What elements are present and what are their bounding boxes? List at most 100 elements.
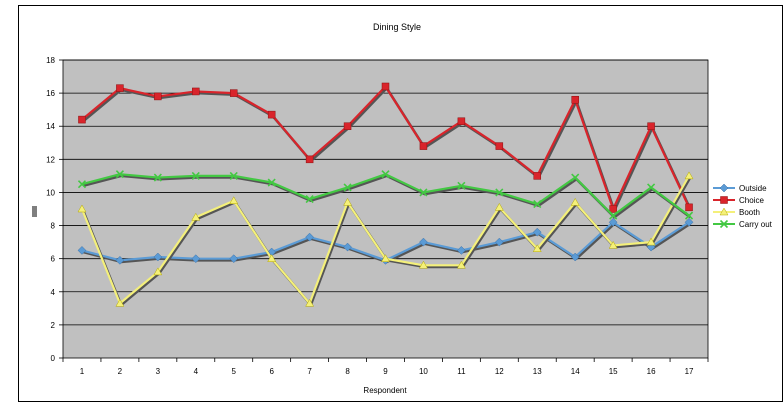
data-point-choice — [381, 82, 390, 91]
x-tick-label: 12 — [495, 367, 504, 376]
x-tick-label: 1 — [80, 367, 85, 376]
data-point-choice — [305, 155, 314, 164]
data-point-booth — [77, 204, 87, 213]
data-point-choice — [192, 87, 200, 96]
data-point-carry-out — [609, 211, 618, 220]
legend-label: Choice — [739, 196, 764, 205]
data-point-outside — [457, 246, 466, 255]
data-point-outside — [494, 237, 504, 247]
x-tick-label: 4 — [194, 367, 199, 376]
series-choice — [78, 82, 693, 213]
y-tick-label: 16 — [46, 89, 55, 98]
y-axis-title-glyph — [32, 206, 37, 217]
x-tick-label: 10 — [419, 367, 428, 376]
data-point-carry-out — [533, 199, 542, 209]
data-point-choice — [267, 110, 276, 119]
y-tick-label: 8 — [51, 222, 56, 231]
data-point-carry-out — [229, 171, 238, 180]
data-point-booth — [305, 298, 315, 307]
legend-item-carry-out: Carry out — [713, 219, 773, 229]
data-point-carry-out — [305, 195, 314, 204]
y-tick-label: 0 — [51, 354, 56, 363]
x-tick-label: 11 — [457, 367, 466, 376]
data-point-outside — [532, 227, 542, 237]
data-point-booth — [532, 244, 542, 252]
data-point-carry-out — [77, 180, 87, 189]
data-point-carry-out — [115, 170, 124, 179]
data-point-choice — [685, 203, 693, 212]
data-point-booth — [381, 254, 390, 262]
data-point-booth — [456, 260, 466, 269]
legend-item-booth: Booth — [713, 207, 760, 217]
data-point-outside — [570, 252, 580, 262]
data-point-booth — [494, 202, 504, 211]
x-tick-label: 13 — [533, 367, 542, 376]
data-point-carry-out — [381, 170, 390, 179]
legend-marker — [720, 196, 728, 204]
data-point-carry-out — [267, 178, 276, 187]
series-carry-out — [77, 170, 694, 220]
data-point-outside — [153, 252, 163, 262]
data-point-outside — [343, 242, 352, 252]
data-point-carry-out — [191, 171, 200, 180]
y-tick-label: 2 — [51, 321, 56, 330]
data-point-outside — [608, 217, 618, 227]
data-point-choice — [154, 92, 162, 101]
data-point-choice — [343, 122, 352, 130]
legend-marker — [719, 183, 729, 193]
data-point-choice — [419, 142, 428, 150]
x-tick-label: 9 — [383, 367, 388, 376]
legend-item-choice: Choice — [713, 196, 764, 205]
x-tick-label: 5 — [232, 367, 237, 376]
data-point-carry-out — [571, 173, 580, 182]
x-tick-label: 14 — [571, 367, 580, 376]
data-point-carry-out — [647, 183, 656, 192]
x-tick-label: 8 — [345, 367, 350, 376]
legend-marker — [719, 219, 729, 229]
data-point-carry-out — [153, 173, 162, 182]
data-point-booth — [419, 260, 428, 269]
data-point-outside — [77, 246, 87, 255]
y-tick-label: 4 — [51, 288, 56, 297]
data-point-carry-out — [684, 211, 694, 220]
data-point-choice — [647, 122, 655, 130]
legend-label: Carry out — [739, 220, 773, 229]
legend-item-outside: Outside — [713, 183, 767, 193]
data-point-booth — [229, 196, 239, 204]
legend: Outside Choice Booth Carry out — [713, 183, 773, 229]
data-point-booth — [191, 212, 201, 221]
x-tick-label: 3 — [156, 367, 161, 376]
y-tick-label: 14 — [46, 122, 55, 131]
data-point-booth — [343, 197, 352, 206]
data-point-booth — [153, 267, 163, 276]
data-point-choice — [457, 117, 466, 126]
legend-marker — [719, 207, 729, 216]
data-point-choice — [495, 142, 504, 150]
data-point-booth — [267, 254, 277, 262]
data-point-carry-out — [343, 183, 352, 192]
x-tick-label: 17 — [685, 367, 694, 376]
x-axis-title: Respondent — [363, 386, 407, 395]
data-point-outside — [115, 255, 125, 265]
y-tick-label: 18 — [46, 56, 55, 65]
legend-label: Outside — [739, 184, 767, 193]
data-point-outside — [419, 237, 428, 247]
data-point-carry-out — [457, 181, 466, 190]
series-booth — [77, 171, 694, 307]
data-point-choice — [229, 89, 238, 97]
x-tick-label: 6 — [269, 367, 274, 376]
data-point-booth — [570, 197, 580, 206]
data-point-booth — [646, 237, 656, 246]
x-tick-label: 7 — [307, 367, 312, 376]
y-tick-label: 12 — [46, 155, 55, 164]
legend-label: Booth — [739, 208, 760, 217]
data-point-choice — [116, 84, 124, 92]
y-tick-label: 6 — [51, 255, 56, 264]
data-point-carry-out — [495, 188, 504, 197]
y-tick-label: 10 — [46, 188, 55, 197]
x-tick-label: 2 — [118, 367, 123, 376]
data-point-choice — [78, 115, 86, 124]
data-point-outside — [305, 232, 314, 242]
data-point-choice — [571, 95, 579, 104]
